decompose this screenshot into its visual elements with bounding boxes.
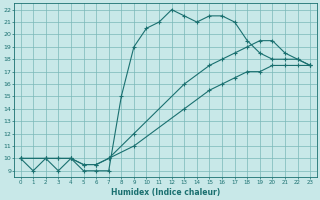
X-axis label: Humidex (Indice chaleur): Humidex (Indice chaleur) [111, 188, 220, 197]
